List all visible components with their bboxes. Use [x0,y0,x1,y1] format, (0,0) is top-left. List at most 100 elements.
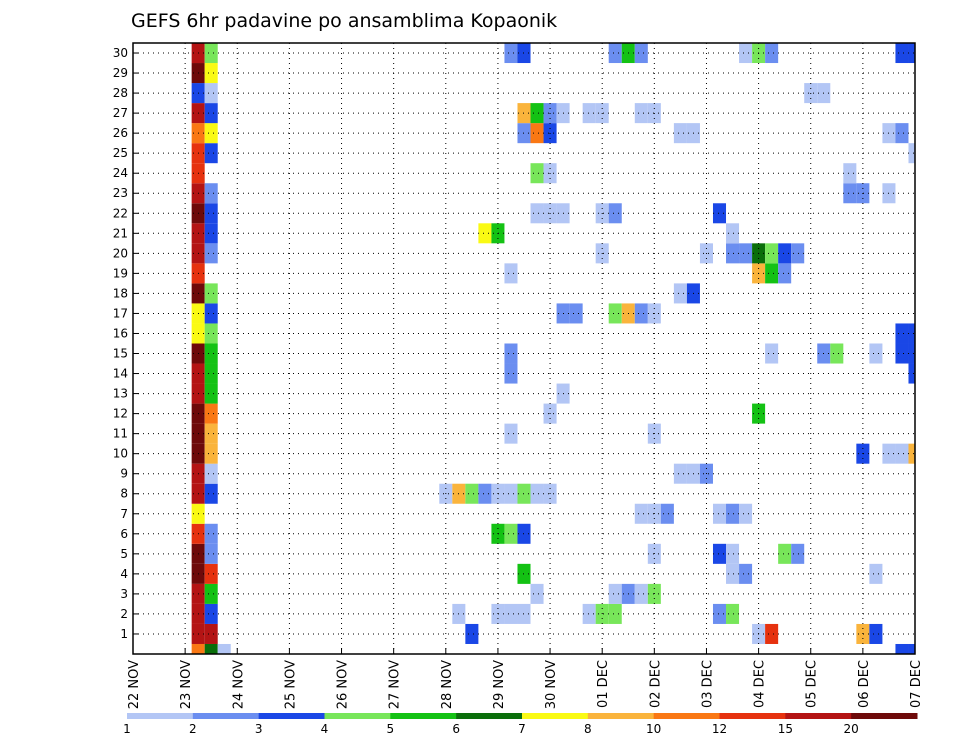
heatmap-cell [608,603,622,624]
colorbar-swatch [456,713,523,719]
heatmap-cell [726,543,740,564]
heatmap-cell [191,643,205,654]
heatmap-cell [478,223,492,244]
heatmap-cell [608,583,622,604]
heatmap-cell [726,223,740,244]
colorbar-label: 6 [452,722,460,736]
heatmap-cell [895,43,909,64]
y-tick-label: 12 [113,407,128,421]
x-tick-label: 24 NOV [231,660,246,709]
colorbar-swatch [719,713,786,719]
colorbar-label: 10 [646,722,661,736]
heatmap-cell [204,343,218,364]
y-axis: 1234567891011121314151617181920212223242… [113,46,139,641]
colorbar-swatch [851,713,918,719]
heatmap-cell [908,343,915,364]
y-tick-label: 10 [113,447,128,461]
heatmap-cell [726,503,740,524]
heatmap-cell [739,243,753,264]
heatmap-cell [908,443,915,464]
heatmap-cell [582,603,596,624]
x-tick-label: 28 NOV [440,660,455,709]
x-tick-label: 25 NOV [283,660,298,709]
x-tick-label: 30 NOV [544,660,559,709]
y-tick-label: 25 [113,146,128,160]
heatmap-cell [204,443,218,464]
grid-lines [133,43,915,654]
heatmap-cell [504,523,518,544]
y-tick-label: 20 [113,246,128,260]
heatmap-cell [608,203,622,224]
heatmap-cell [660,503,674,524]
y-tick-label: 21 [113,226,128,240]
colorbar-label: 5 [387,722,395,736]
heatmap-cell [204,583,218,604]
heatmap-cell [634,503,648,524]
heatmap-cell [673,123,687,144]
colorbar-label: 4 [321,722,329,736]
heatmap-cell [869,343,883,364]
x-axis: 22 NOV 23 NOV 24 NOV 25 NOV 26 NOV 27 NOV 28 N… [127,648,924,709]
heatmap-cell [204,563,218,584]
heatmap-cell [478,483,492,504]
heatmap-cells [191,43,915,654]
x-tick-label: 23 NOV [179,660,194,709]
heatmap-cell [504,43,518,64]
y-tick-label: 18 [113,286,128,300]
heatmap-cell [582,103,596,124]
x-tick-label: 27 NOV [388,660,403,709]
y-tick-label: 27 [113,106,128,120]
heatmap-cell [908,143,915,164]
heatmap-cell [673,283,687,304]
heatmap-cell [530,123,544,144]
heatmap-cell [504,343,518,364]
heatmap-cell [204,283,218,304]
x-tick-label: 02 DEC [648,660,663,708]
x-tick-label: 07 DEC [909,660,924,708]
heatmap-cell [204,603,218,624]
heatmap-cell [778,543,792,564]
heatmap-cell [204,643,218,654]
y-tick-label: 5 [120,547,128,561]
colorbar-swatch [522,713,589,719]
heatmap-cell [843,163,857,184]
heatmap-cell [778,263,792,284]
colorbar-label: 1 [123,722,131,736]
heatmap-cell [765,43,779,64]
heatmap-cell [739,563,753,584]
heatmap-cell [739,43,753,64]
heatmap-cell [791,243,805,264]
chart-title: GEFS 6hr padavine po ansamblima Kopaonik [131,10,557,32]
x-tick-label: 06 DEC [857,660,872,708]
heatmap-cell [908,643,915,654]
y-tick-label: 3 [120,587,128,601]
y-tick-label: 24 [113,166,128,180]
colorbar-label: 7 [518,722,526,736]
heatmap-cell [791,543,805,564]
heatmap-cell [869,623,883,644]
y-tick-label: 23 [113,186,128,200]
heatmap-cell [204,363,218,384]
heatmap-cell [530,483,544,504]
heatmap-cell [726,243,740,264]
heatmap-cell [739,503,753,524]
x-tick-label: 01 DEC [596,660,611,708]
colorbar-swatch [390,713,457,719]
colorbar-swatch [127,713,194,719]
heatmap-cell [204,523,218,544]
heatmap-cell [204,223,218,244]
heatmap-cell [504,423,518,444]
heatmap-cell [712,603,727,624]
heatmap-cell [204,83,218,104]
heatmap-cell [830,343,844,364]
y-tick-label: 2 [120,607,128,621]
y-tick-label: 16 [113,326,128,340]
colorbar-label: 20 [844,722,859,736]
x-tick-label: 05 DEC [805,660,820,708]
heatmap-cell [634,303,648,324]
colorbar-swatch [587,713,655,719]
heatmap-cell [895,643,909,654]
heatmap-cell [204,123,218,144]
heatmap-cell [530,583,544,604]
